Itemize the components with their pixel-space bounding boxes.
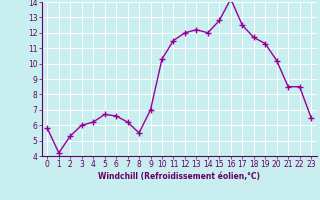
X-axis label: Windchill (Refroidissement éolien,°C): Windchill (Refroidissement éolien,°C) xyxy=(98,172,260,181)
